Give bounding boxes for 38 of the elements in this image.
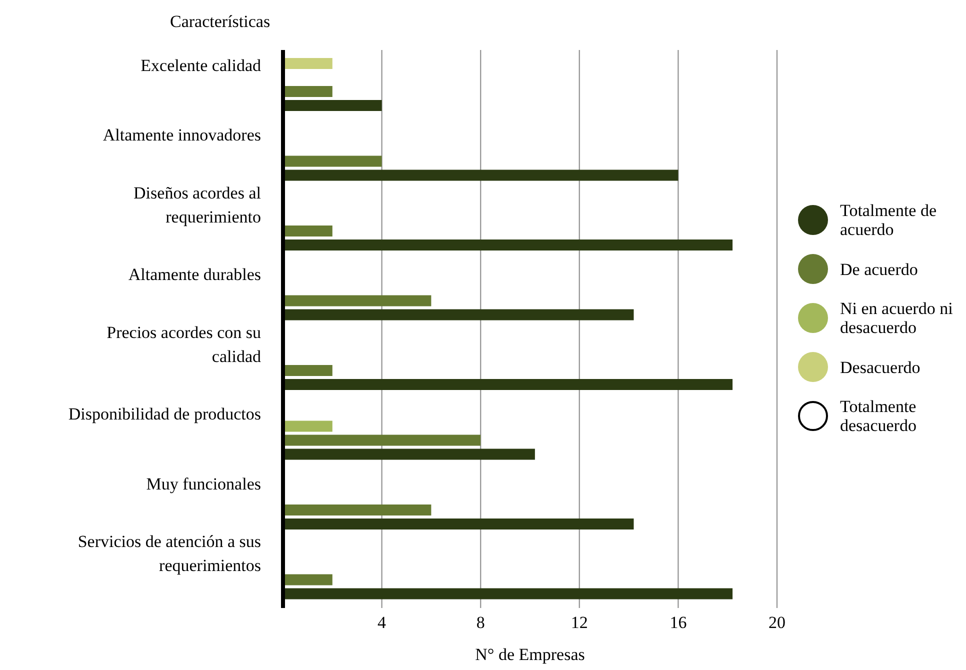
legend-label: Desacuerdo [840, 358, 922, 376]
bar [283, 365, 332, 376]
y-tick-label: Excelente calidad [140, 56, 262, 75]
legend-label: Totalmente desacuerdo [840, 397, 918, 435]
y-tick-label: Disponibilidad de productos [68, 404, 261, 424]
y-tick-label: Altamente innovadores [102, 126, 261, 145]
y-tick-label: Altamente durables [128, 265, 261, 284]
bar [283, 156, 382, 167]
bar [283, 58, 332, 69]
bar [283, 240, 733, 250]
x-tick-label: 16 [670, 613, 687, 632]
x-tick-label: 12 [570, 613, 588, 632]
bar [283, 226, 332, 236]
bar [283, 86, 332, 97]
legend-label: De acuerdo [840, 260, 919, 278]
bar [283, 504, 432, 516]
bar [283, 448, 535, 460]
bar [283, 100, 382, 111]
y-axis-title: Características [170, 12, 270, 32]
bar [283, 420, 332, 432]
legend-label: Totalmente de acuerdo [840, 201, 938, 239]
bar [283, 434, 481, 446]
legend-label: Ni en acuerdo ni desacuerdo [840, 299, 954, 337]
bar [283, 379, 733, 390]
x-axis-title: N° de Empresas [475, 645, 585, 664]
y-tick-label: Precios acordes con su calidad [106, 322, 262, 366]
bar [283, 309, 634, 320]
bar [283, 588, 733, 600]
bar [283, 170, 678, 181]
bar [283, 574, 332, 586]
y-tick-label: Diseños acordes al requerimiento [134, 183, 262, 226]
bar [283, 295, 432, 306]
y-tick-label: Muy funcionales [146, 474, 261, 494]
x-tick-label: 8 [476, 613, 485, 632]
x-tick-label: 4 [378, 613, 387, 632]
y-tick-label: Servicios de atención a sus requerimientos [78, 532, 261, 576]
x-tick-label: 20 [768, 613, 786, 632]
bar [283, 518, 634, 530]
